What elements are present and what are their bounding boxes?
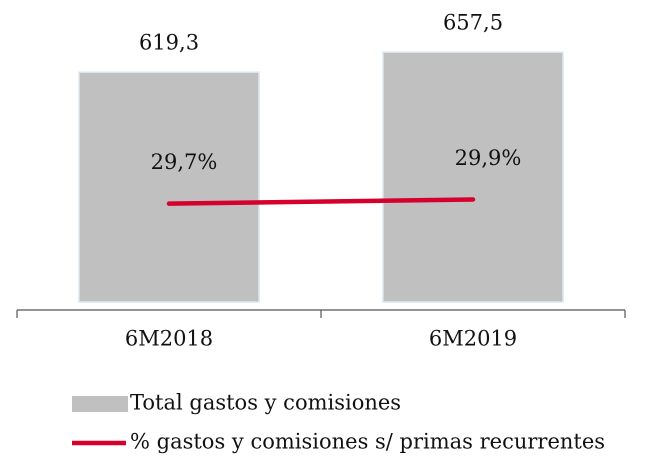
line-value-label: 29,7%: [151, 150, 218, 174]
bar: [382, 51, 564, 303]
bar-value-label: 619,3: [139, 31, 199, 55]
bar: [78, 71, 260, 303]
line-value-label: 29,9%: [455, 146, 522, 170]
bar-value-label: 657,5: [443, 11, 503, 35]
legend-swatch: [72, 396, 128, 412]
x-tick-label: 6M2018: [125, 327, 213, 351]
legend-label: Total gastos y comisiones: [130, 391, 401, 415]
x-tick-label: 6M2019: [429, 327, 517, 351]
legend-label: % gastos y comisiones s/ primas recurren…: [130, 430, 605, 454]
line: [166, 197, 476, 206]
